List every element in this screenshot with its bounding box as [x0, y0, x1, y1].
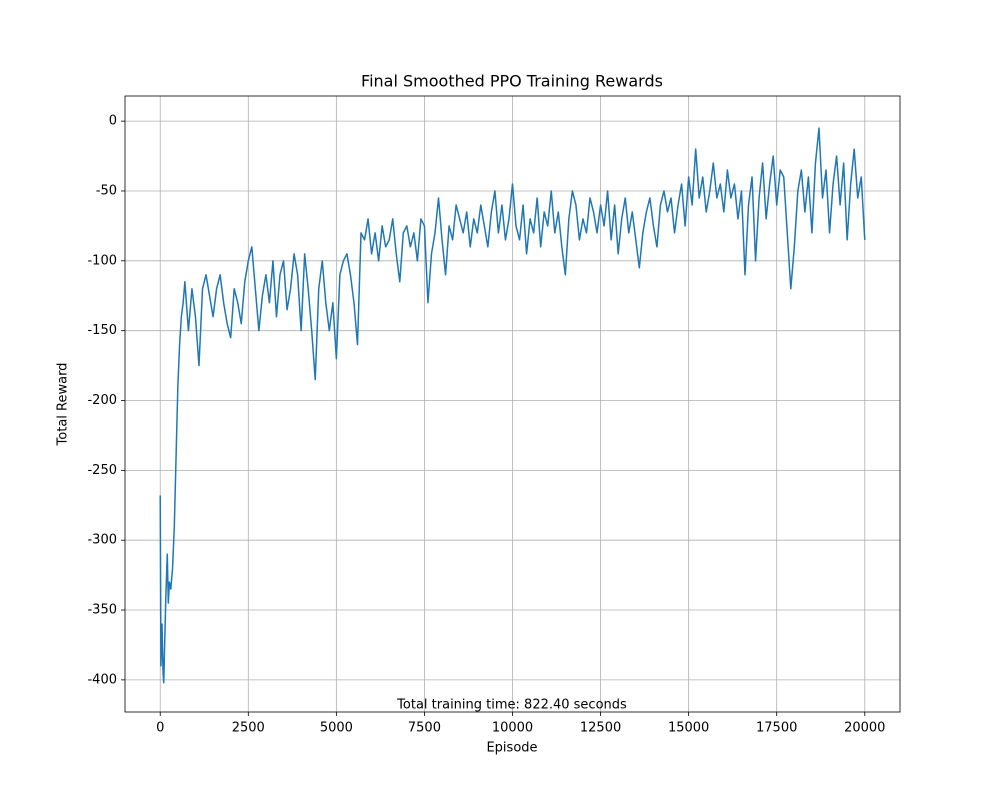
y-tick-label: 0 [109, 114, 117, 129]
y-axis-label: Total Reward [56, 363, 71, 447]
x-tick-label: 20000 [844, 721, 885, 736]
annotation: Total training time: 822.40 seconds [396, 698, 627, 713]
x-tick-label: 5000 [320, 721, 353, 736]
chart-title: Final Smoothed PPO Training Rewards [361, 72, 663, 91]
x-tick-label: 15000 [668, 721, 709, 736]
y-tick-label: -300 [87, 533, 117, 548]
plot [159, 127, 866, 684]
y-tick-label: -400 [87, 672, 117, 687]
x-tick-label: 0 [156, 721, 164, 736]
x-tick-label: 2500 [232, 721, 265, 736]
data-line [159, 127, 866, 684]
x-tick-label: 12500 [580, 721, 621, 736]
y-tick-label: -350 [87, 603, 117, 618]
x-tick-label: 7500 [408, 721, 441, 736]
y-tick-label: -100 [87, 253, 117, 268]
x-axis-label: Episode [486, 741, 537, 756]
x-tick-label: 17500 [756, 721, 797, 736]
y-tick-label: -150 [87, 323, 117, 338]
x-tick-label: 10000 [492, 721, 533, 736]
y-tick-label: -50 [96, 183, 117, 198]
y-tick-label: -250 [87, 463, 117, 478]
y-tick-label: -200 [87, 393, 117, 408]
